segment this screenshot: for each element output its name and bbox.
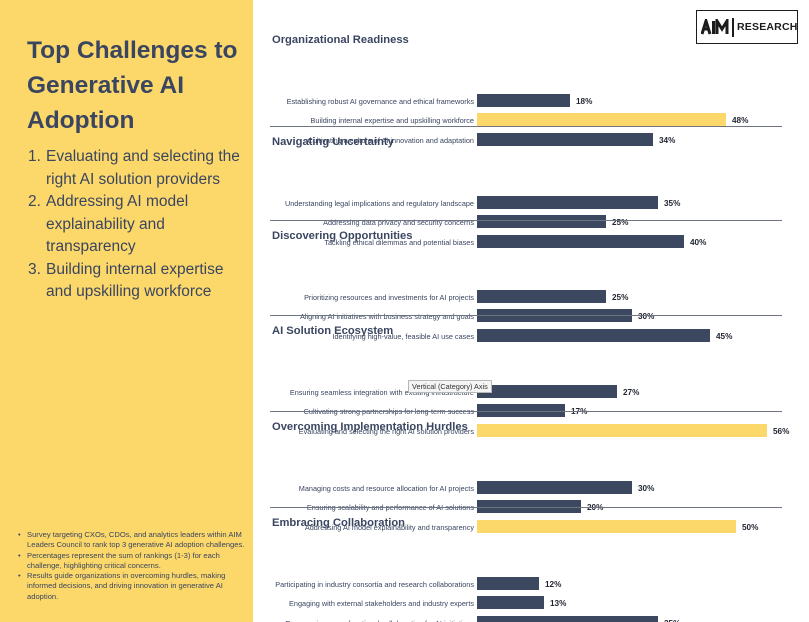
section-divider [270, 411, 782, 412]
bar [477, 481, 632, 494]
bar-label: Establishing robust AI governance and et… [286, 97, 474, 106]
section-title: Embracing Collaboration [272, 517, 406, 529]
section-title: AI Solution Ecosystem [272, 325, 394, 337]
bar-label: Participating in industry consortia and … [275, 580, 474, 589]
bar-value-label: 48% [732, 116, 749, 125]
bar-value-label: 25% [612, 218, 629, 227]
bar [477, 196, 658, 209]
bar [477, 500, 581, 513]
bullet-icon: • [18, 571, 21, 581]
section-title: Overcoming Implementation Hurdles [272, 421, 468, 433]
section-divider [270, 315, 782, 316]
bar-value-label: 13% [550, 599, 567, 608]
bar-value-label: 45% [716, 332, 733, 341]
note-item: • Results guide organizations in overcomi… [18, 571, 248, 602]
bar [477, 596, 544, 609]
bar [477, 133, 653, 146]
section-title: Navigating Uncertainty [272, 136, 394, 148]
bar-value-label: 40% [690, 238, 707, 247]
bar-label: Managing costs and resource allocation f… [298, 484, 474, 493]
bar-label: Understanding legal implications and reg… [284, 199, 474, 208]
bar-label: Aligning AI initiatives with business st… [299, 312, 474, 321]
bar-label: Prioritizing resources and investments f… [304, 293, 474, 302]
section-divider [270, 220, 782, 221]
list-item-text: Addressing AI model explainability and t… [46, 193, 189, 255]
bar-value-label: 27% [623, 388, 640, 397]
bar [477, 113, 726, 126]
bullet-icon: • [18, 530, 21, 539]
bar [477, 329, 710, 342]
bar-value-label: 56% [773, 427, 790, 436]
section-divider [270, 126, 782, 127]
bar [477, 385, 617, 398]
note-text: Survey targeting CXOs, CDOs, and analyti… [27, 530, 245, 550]
bar-value-label: 30% [638, 484, 655, 493]
bar [477, 424, 767, 437]
bar-value-label: 35% [664, 199, 681, 208]
bar [477, 404, 565, 417]
list-number: 2. [28, 193, 41, 210]
bar [477, 616, 658, 622]
list-item: 3. Building internal expertise and upskil… [28, 259, 250, 304]
brand-badge: RESEARCH [696, 10, 798, 44]
note-text: Results guide organizations in overcomin… [27, 571, 226, 601]
note-item: • Survey targeting CXOs, CDOs, and analyt… [18, 530, 248, 551]
note-item: • Percentages represent the sum of rankin… [18, 551, 248, 572]
bar-label: Building internal expertise and upskilli… [310, 116, 474, 125]
bar-value-label: 34% [659, 136, 676, 145]
bar-label: Addressing data privacy and security con… [323, 218, 474, 227]
bullet-icon: • [18, 550, 21, 560]
bar [477, 520, 736, 533]
list-number: 1. [28, 148, 41, 165]
list-item: 2. Addressing AI model explainability and… [28, 191, 250, 259]
list-number: 3. [28, 260, 41, 278]
bar-value-label: 50% [742, 523, 759, 532]
bar [477, 577, 539, 590]
brand-text: RESEARCH [737, 21, 798, 33]
note-text: Percentages represent the sum of ranking… [27, 550, 220, 570]
bar [477, 235, 684, 248]
section-title: Organizational Readiness [272, 34, 409, 46]
section-divider [270, 507, 782, 508]
bar [477, 290, 606, 303]
brand-divider [732, 18, 734, 37]
bar-label: Tackling ethical dilemmas and potential … [324, 238, 474, 247]
top-challenges-list: 1. Evaluating and selecting the right AI … [28, 146, 250, 304]
list-item: 1. Evaluating and selecting the right AI … [28, 146, 250, 191]
axis-tooltip: Vertical (Category) Axis [408, 380, 492, 393]
bar-value-label: 30% [638, 312, 655, 321]
bar-label: Encouraging cross-functional collaborati… [285, 619, 474, 622]
bar-label: Ensuring seamless integration with exist… [289, 388, 474, 397]
bar-label: Addressing AI model explainability and t… [304, 523, 474, 532]
bar-label: Identifying high-value, feasible AI use … [332, 332, 474, 341]
survey-notes: • Survey targeting CXOs, CDOs, and analyt… [18, 530, 248, 602]
bar-value-label: 18% [576, 97, 593, 106]
bar [477, 94, 570, 107]
bar-value-label: 35% [664, 619, 680, 622]
bar-label: Evaluating and selecting the right AI so… [298, 427, 474, 436]
aim-logo-icon [701, 19, 729, 35]
bar-label: Cultivating a culture of AI innovation a… [307, 136, 474, 145]
list-item-text: Building internal expertise and upskilli… [46, 260, 224, 301]
page-title: Top Challenges to Generative AI Adoption [27, 37, 238, 134]
bar-value-label: 12% [545, 580, 562, 589]
bar-value-label: 25% [612, 293, 629, 302]
list-item-text: Evaluating and selecting the right AI so… [46, 148, 240, 188]
section-title: Discovering Opportunities [272, 230, 413, 242]
bar-label: Engaging with external stakeholders and … [289, 599, 474, 608]
bar [477, 215, 606, 228]
left-panel: Top Challenges to Generative AI Adoption… [0, 0, 253, 622]
